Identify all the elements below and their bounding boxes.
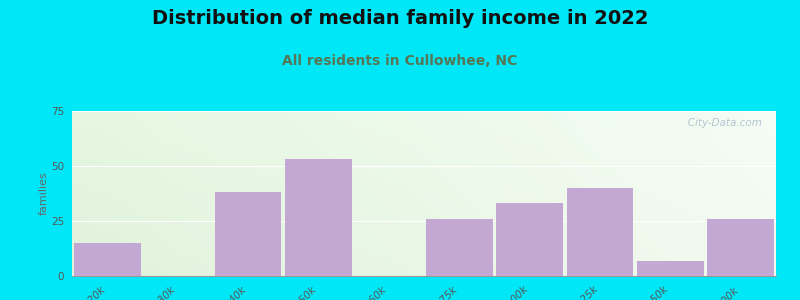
Bar xyxy=(707,219,774,276)
Text: Distribution of median family income in 2022: Distribution of median family income in … xyxy=(152,9,648,28)
Y-axis label: families: families xyxy=(38,172,48,215)
Bar xyxy=(637,261,704,276)
Bar xyxy=(496,203,563,276)
Bar xyxy=(285,159,352,276)
Text: All residents in Cullowhee, NC: All residents in Cullowhee, NC xyxy=(282,54,518,68)
Bar xyxy=(74,243,141,276)
Text: City-Data.com: City-Data.com xyxy=(678,118,762,128)
Bar xyxy=(426,219,493,276)
Bar xyxy=(214,192,282,276)
Bar xyxy=(566,188,634,276)
